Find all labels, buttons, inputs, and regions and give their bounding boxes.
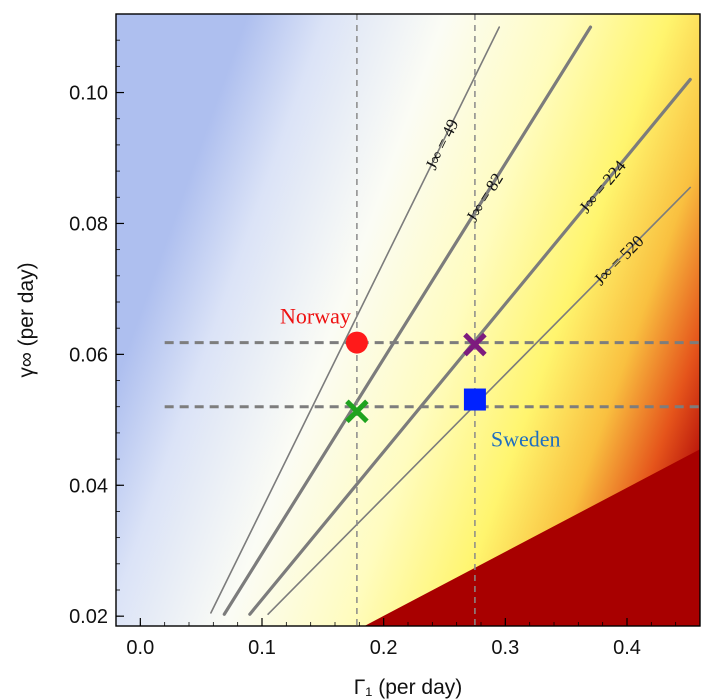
x-tick-label-2: 0.2	[370, 637, 398, 659]
cross-marker-1	[463, 332, 487, 357]
cross-stroke-b	[345, 399, 369, 424]
y-tick-label-3: 0.08	[69, 213, 108, 235]
y-axis-title: γ∞ (per day)	[15, 262, 38, 377]
y-tick-label-4: 0.10	[69, 83, 108, 105]
norway-label: Norway	[280, 304, 351, 329]
sweden-label: Sweden	[491, 427, 561, 452]
y-tick-label-2: 0.06	[69, 344, 108, 366]
norway-point	[345, 331, 368, 354]
x-tick-label-0: 0.0	[126, 637, 154, 659]
contour-line-1	[210, 26, 501, 614]
x-tick-label-4: 0.4	[613, 637, 641, 659]
y-tick-label-0: 0.02	[69, 606, 108, 628]
cross-marker-2	[345, 399, 369, 424]
sweden-point	[463, 388, 486, 411]
contour-line-2	[222, 25, 593, 616]
dark-red-region	[364, 449, 700, 626]
x-axis-title: Γ₁ (per day)	[354, 676, 463, 699]
axes: 0.0 0.1 0.2 0.3 0.4 0.02 0.04 0.06 0.08 0.10	[69, 39, 701, 659]
x-tick-label-1: 0.1	[248, 637, 276, 659]
y-tick-label-1: 0.04	[69, 475, 108, 497]
x-tick-label-3: 0.3	[491, 637, 519, 659]
cross-stroke-b	[463, 332, 487, 357]
